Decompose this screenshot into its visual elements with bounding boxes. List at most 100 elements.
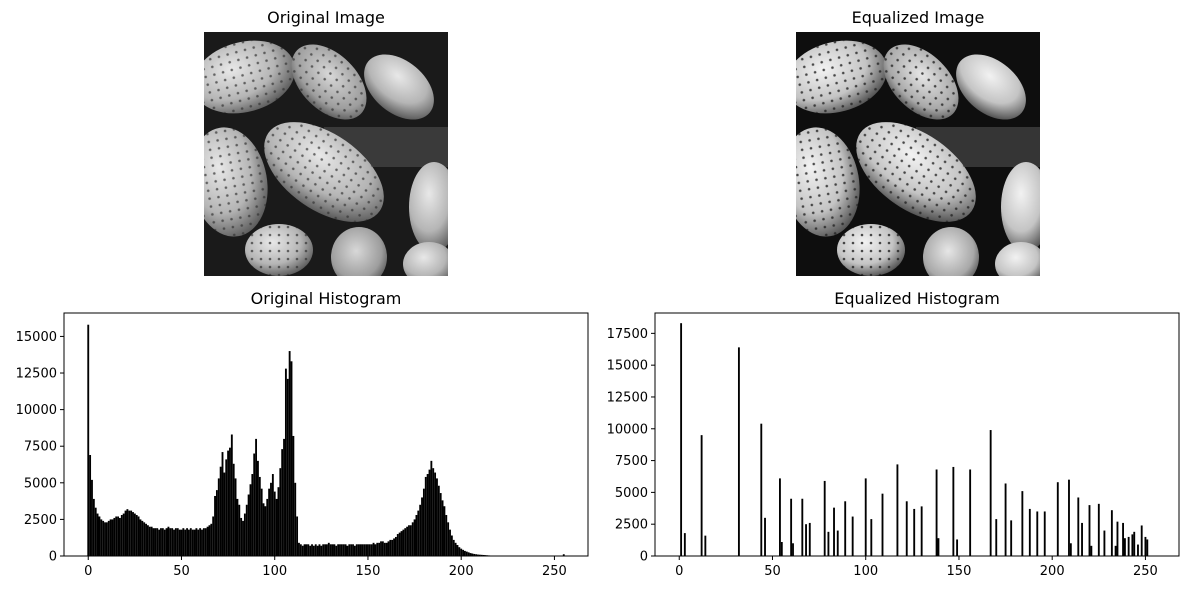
histogram-bar [801, 499, 803, 556]
histogram-bar [827, 532, 829, 556]
histogram-bar [414, 519, 416, 556]
x-tick-label: 200 [449, 564, 474, 579]
histogram-bar [380, 541, 382, 556]
histogram-bar [259, 477, 261, 556]
histogram-bar [319, 544, 321, 556]
histogram-bar [833, 508, 835, 556]
histogram-bar [289, 351, 291, 556]
histogram-bar [936, 469, 938, 556]
histogram-bar [896, 464, 898, 556]
histogram-bar [680, 323, 682, 556]
histogram-bar [179, 530, 181, 556]
histogram-bar [292, 436, 294, 556]
histogram-bar [738, 347, 740, 556]
histogram-bar [423, 489, 425, 556]
histogram-bar [328, 543, 330, 556]
histogram-bar [216, 490, 218, 556]
histogram-bar [416, 515, 418, 556]
histogram-bar [184, 530, 186, 556]
histogram-bar [1098, 504, 1100, 556]
histogram-bar [235, 478, 237, 556]
histogram-bar [455, 543, 457, 556]
histogram-bar [102, 521, 104, 556]
histogram-bar [417, 511, 419, 556]
histogram-bar [430, 461, 432, 556]
histogram-bar [436, 478, 438, 556]
histogram-bar [367, 544, 369, 556]
histogram-bar [255, 439, 257, 556]
histogram-bar [447, 522, 449, 556]
histogram-bar [166, 528, 168, 556]
histogram-bar [158, 530, 160, 556]
histogram-bar [701, 435, 703, 556]
histogram-bar [458, 547, 460, 556]
histogram-bar [134, 514, 136, 556]
histogram-bar [451, 536, 453, 556]
histogram-bar [227, 451, 229, 556]
x-tick-label: 250 [1133, 564, 1158, 579]
axes-frame [64, 313, 588, 556]
histogram-bar [464, 551, 466, 556]
histogram-bar [335, 546, 337, 556]
x-tick-label: 250 [542, 564, 567, 579]
histogram-bar [429, 470, 431, 556]
histogram-bar [98, 516, 100, 556]
x-tick-label: 50 [764, 564, 781, 579]
histogram-bar [106, 522, 108, 556]
histogram-bar [281, 449, 283, 556]
histogram-bar [882, 494, 884, 556]
histogram-bar [1131, 534, 1133, 556]
histogram-bar [223, 473, 225, 556]
histogram-bar [466, 552, 468, 556]
histogram-bar [790, 499, 792, 556]
y-tick-label: 5000 [615, 486, 648, 501]
histogram-bar [194, 530, 196, 556]
histogram-bar [279, 468, 281, 556]
histogram-bar [1141, 525, 1143, 556]
histogram-bar [192, 530, 194, 556]
histogram-bar [369, 544, 371, 556]
histogram-bar [233, 464, 235, 556]
histogram-bar [121, 515, 123, 556]
histogram-bar [186, 528, 188, 556]
histogram-bar [132, 512, 134, 556]
histogram-bar [229, 448, 231, 556]
histogram-bar [852, 517, 854, 556]
histogram-bar [140, 519, 142, 556]
histogram-bar [440, 493, 442, 556]
y-tick-label: 7500 [615, 454, 648, 469]
histogram-bar [263, 503, 265, 556]
histogram-bar [365, 544, 367, 556]
histogram-bar [147, 525, 149, 556]
histogram-bar [248, 495, 250, 556]
histogram-bar [149, 527, 151, 556]
histogram-bar [115, 516, 117, 556]
histogram-bar [332, 544, 334, 556]
histogram-bar [1133, 532, 1135, 556]
histogram-bar [296, 516, 298, 556]
histogram-bar [1146, 539, 1148, 556]
histogram-bar [212, 516, 214, 556]
histogram-bar [969, 469, 971, 556]
histogram-bar [406, 527, 408, 556]
histogram-bar [779, 478, 781, 556]
histogram-bar [203, 528, 205, 556]
histogram-bar [251, 474, 253, 556]
histogram-bar [792, 543, 794, 556]
histogram-bar [354, 546, 356, 556]
histogram-bar [395, 537, 397, 556]
histogram-bar [130, 511, 132, 556]
histogram-bar [104, 522, 106, 556]
histogram-bar [231, 435, 233, 557]
histogram-bar [1117, 522, 1119, 556]
histogram-bar [844, 501, 846, 556]
histogram-bar [285, 369, 287, 556]
histogram-bar [421, 497, 423, 556]
histogram-bar [143, 522, 145, 556]
histogram-bar [220, 467, 222, 556]
histogram-bar [443, 506, 445, 556]
histogram-bar [315, 544, 317, 556]
equalized-histogram-plot: 0 50 100 150 200 2500250050007500100001250015… [607, 313, 1179, 579]
histogram-bar [870, 519, 872, 556]
histogram-bar [402, 530, 404, 556]
